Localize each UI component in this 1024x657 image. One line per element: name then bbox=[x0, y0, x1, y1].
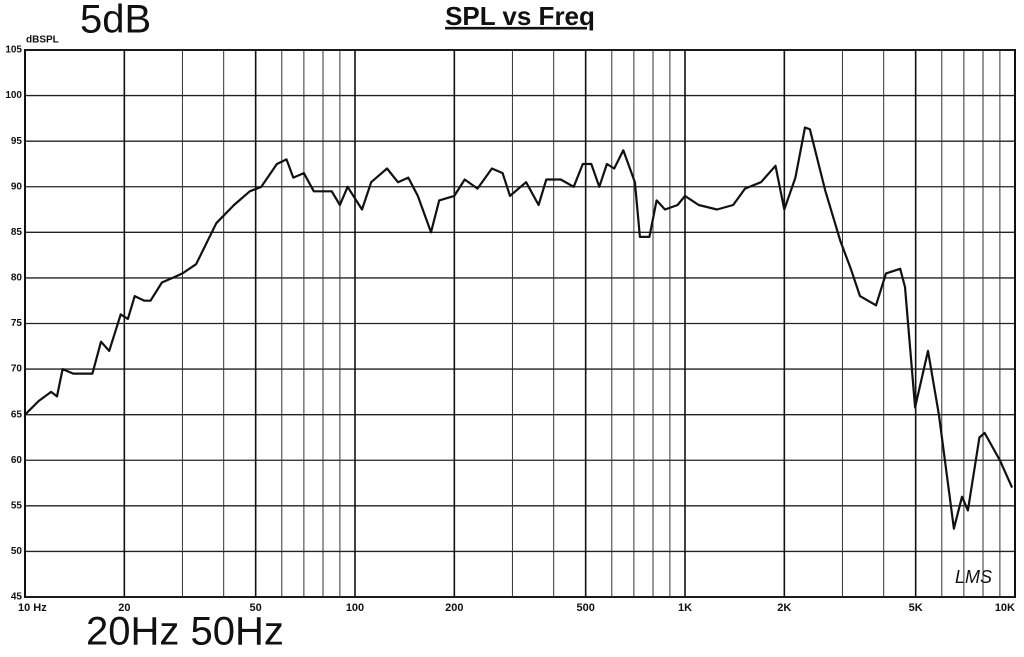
y-tick-label: 85 bbox=[11, 227, 23, 238]
x-tick-label: 2K bbox=[777, 602, 791, 614]
x-tick-label: 100 bbox=[346, 602, 364, 614]
y-tick-label: 60 bbox=[11, 455, 23, 466]
y-tick-label: 45 bbox=[11, 592, 23, 603]
annotation: LMS bbox=[955, 567, 992, 587]
y-tick-label: 105 bbox=[5, 45, 22, 56]
x-tick-label: 50 bbox=[250, 602, 262, 614]
annotation: 20Hz 50Hz bbox=[86, 610, 284, 652]
y-axis-label: dBSPL bbox=[26, 35, 59, 46]
y-tick-label: 95 bbox=[11, 136, 23, 147]
y-tick-label: 55 bbox=[11, 500, 23, 511]
y-tick-label: 70 bbox=[11, 364, 23, 375]
annotation: 5dB bbox=[80, 0, 151, 42]
x-tick-label: 200 bbox=[445, 602, 463, 614]
x-tick-label: 5K bbox=[909, 602, 923, 614]
spl-curve bbox=[24, 126, 1014, 530]
x-tick-label: 10 Hz bbox=[18, 602, 47, 614]
x-tick-label: 20 bbox=[118, 602, 130, 614]
y-tick-label: 90 bbox=[11, 181, 23, 192]
x-tick-label: 1K bbox=[678, 602, 692, 614]
chart-title: SPL vs Freq bbox=[445, 1, 595, 31]
y-tick-label: 80 bbox=[11, 273, 23, 284]
y-tick-label: 100 bbox=[5, 90, 22, 101]
x-tick-label: 10K bbox=[995, 602, 1015, 614]
y-tick-label: 50 bbox=[11, 546, 23, 557]
y-tick-label: 65 bbox=[11, 409, 23, 420]
y-tick-label: 75 bbox=[11, 318, 23, 329]
x-tick-label: 500 bbox=[576, 602, 594, 614]
